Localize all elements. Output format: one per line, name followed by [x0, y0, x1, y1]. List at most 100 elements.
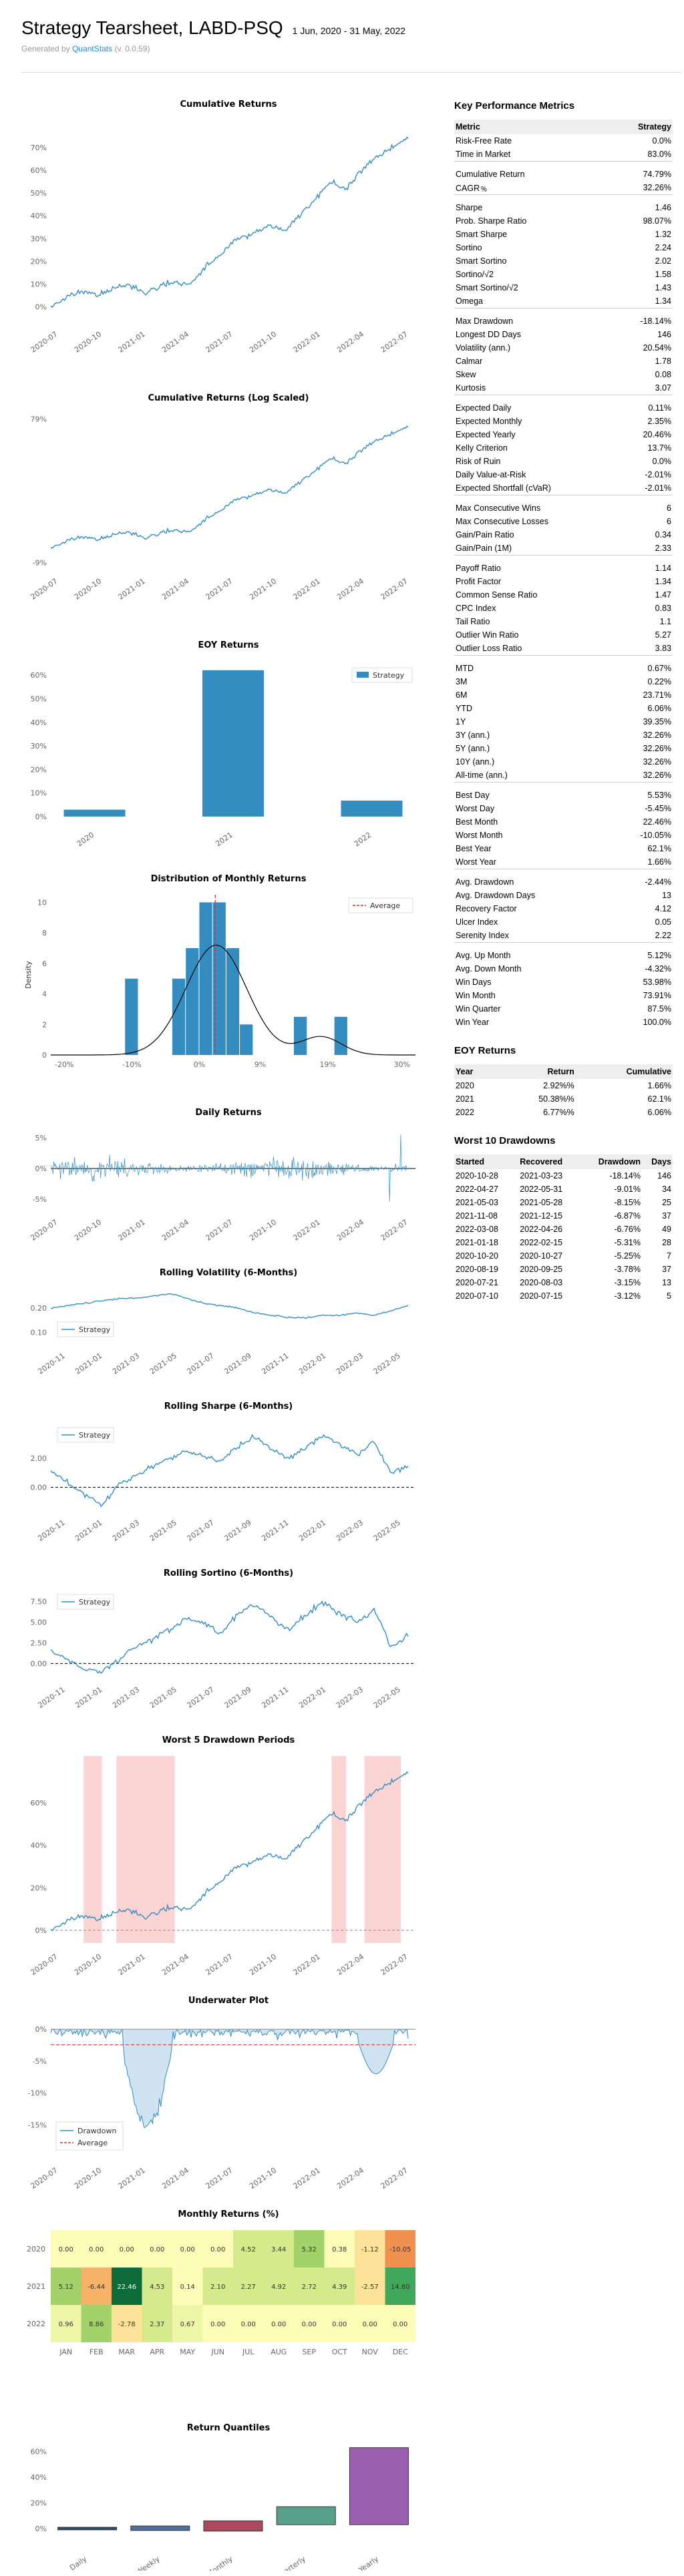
eoy-bar — [63, 809, 126, 817]
legend-box — [57, 1427, 114, 1443]
drawdown-row: 2020-08-19 2020-09-25 -3.78% 37 — [454, 1263, 673, 1276]
y-tick-label: 20% — [31, 765, 47, 774]
metric-row: Outlier Win Ratio 5.27 — [454, 628, 673, 642]
x-tick-label: 19% — [319, 1060, 335, 1069]
x-tick-label: 2021-07 — [204, 1952, 234, 1977]
y-tick-label: 0% — [35, 2525, 47, 2533]
x-tick-label: 2021-07 — [204, 330, 234, 355]
metrics-divider — [454, 941, 673, 949]
metric-row: 3M 0.22% — [454, 675, 673, 688]
metric-value: 20.54% — [643, 343, 671, 353]
metric-value: -10.05% — [640, 831, 671, 840]
metric-row: YTD 6.06% — [454, 702, 673, 715]
log-returns-line — [50, 425, 409, 549]
histogram-bar — [226, 948, 240, 1055]
x-tick-label: 2021-11 — [260, 1518, 290, 1543]
drawdown-cell: 2020-08-03 — [520, 1278, 563, 1287]
heatmap-value: 4.92 — [271, 2284, 286, 2291]
heatmap-value: -10.05 — [389, 2246, 411, 2253]
generated-prefix: Generated by — [21, 44, 70, 53]
metric-value: 2.35% — [647, 417, 671, 426]
heatmap-value: 0.38 — [332, 2246, 347, 2253]
x-tick-label: Monthly — [205, 2555, 234, 2571]
heatmap-cell — [112, 2268, 142, 2305]
quantile-box — [349, 2447, 409, 2525]
x-tick-label: 2021-09 — [223, 1518, 253, 1543]
metric-value: 6.06% — [647, 704, 671, 713]
metric-value: 32.26% — [643, 770, 671, 780]
metric-value: -18.14% — [640, 316, 671, 326]
x-tick-label: Quarterly — [274, 2555, 308, 2571]
metric-value: -4.32% — [645, 964, 671, 974]
heatmap-value: 5.32 — [302, 2246, 317, 2253]
legend-box — [57, 1321, 114, 1337]
x-tick-label: 2021-01 — [73, 1685, 104, 1710]
column-label: APR — [150, 2348, 164, 2356]
heatmap-cell — [112, 2305, 142, 2342]
x-tick-label: Weekly — [135, 2555, 162, 2571]
metric-row: Worst Month -10.05% — [454, 829, 673, 842]
histogram-bar — [186, 948, 199, 1055]
y-tick-label: 40% — [31, 212, 47, 220]
metric-row: Max Consecutive Losses 6 — [454, 515, 673, 528]
x-tick-label: 2021-11 — [260, 1351, 290, 1376]
metric-label: Kurtosis — [456, 383, 486, 393]
x-tick-label: 2021 — [214, 831, 234, 849]
drawdown-cell: 2022-02-15 — [520, 1238, 563, 1247]
y-tick-label: 79% — [31, 415, 47, 423]
metric-row: Kelly Criterion 13.7% — [454, 441, 673, 455]
heatmap-value: 4.39 — [332, 2284, 347, 2291]
chart-title: EOY Returns — [198, 640, 259, 650]
x-tick-label: 0% — [194, 1060, 205, 1069]
metric-row: Recovery Factor 4.12 — [454, 902, 673, 915]
y-tick-label: 60% — [31, 166, 47, 175]
drawdown-cell: 2022-03-08 — [456, 1225, 498, 1234]
metric-value: 6 — [667, 503, 671, 513]
drawdowns-table: Started Recovered Drawdown Days 2020-10-… — [454, 1154, 673, 1303]
heatmap-cell — [324, 2230, 355, 2268]
heatmap-cell — [263, 2305, 294, 2342]
drawdown-cell: -6.87% — [614, 1211, 641, 1221]
metric-row: Tail Ratio 1.1 — [454, 615, 673, 628]
x-tick-label: 2020-07 — [29, 2166, 59, 2191]
drawdown-row: 2021-11-08 2021-12-15 -6.87% 37 — [454, 1209, 673, 1223]
drawdown-cell: 2022-05-31 — [520, 1185, 563, 1194]
metric-label: 3M — [456, 677, 468, 686]
y-tick-label: 2.00 — [31, 1454, 47, 1463]
drawdown-span — [116, 1756, 175, 1943]
metric-row: 3Y (ann.) 32.26% — [454, 728, 673, 742]
heatmap-value: 0.00 — [59, 2246, 73, 2253]
y-tick-label: 0% — [35, 2025, 47, 2034]
drawdown-span — [331, 1756, 347, 1943]
y-tick-label: -5% — [33, 2057, 47, 2066]
y-tick-label: -9% — [33, 559, 47, 568]
dd-col-started: Started — [454, 1154, 516, 1169]
rolling-line — [50, 1434, 409, 1508]
drawdown-cell: 2021-03-23 — [520, 1171, 563, 1180]
x-tick-label: 2020-10 — [73, 2166, 103, 2191]
metric-label: Omega — [456, 296, 483, 306]
heatmap-cell — [142, 2305, 172, 2342]
metric-value: 0.0% — [652, 457, 672, 466]
x-tick-label: 2021-01 — [117, 1218, 147, 1243]
metric-value: 1.58 — [655, 270, 671, 279]
heatmap-cell — [324, 2268, 355, 2305]
metric-row: Smart Sortino 2.02 — [454, 254, 673, 268]
metric-label: Best Month — [456, 817, 498, 827]
x-tick-label: 2022-05 — [372, 1351, 402, 1376]
column-label: JAN — [59, 2348, 72, 2356]
y-tick-label: 2.50 — [31, 1639, 47, 1647]
metric-row: Sharpe 1.46 — [454, 201, 673, 214]
y-tick-label: 0.20 — [31, 1304, 47, 1313]
drawdown-cell: 37 — [662, 1211, 671, 1221]
drawdown-row: 2022-04-27 2022-05-31 -9.01% 34 — [454, 1183, 673, 1196]
x-tick-label: 2020-07 — [29, 577, 59, 602]
dd-col-recovered: Recovered — [516, 1154, 581, 1169]
metric-label: Ulcer Index — [456, 917, 498, 927]
metric-row: Expected Monthly 2.35% — [454, 415, 673, 428]
heatmap-cell — [81, 2305, 112, 2342]
quantstats-link[interactable]: QuantStats — [72, 44, 113, 53]
heatmap-value: 0.00 — [89, 2246, 104, 2253]
drawdown-cell: -3.78% — [614, 1265, 641, 1274]
x-tick-label: 2021-07 — [186, 1685, 216, 1710]
